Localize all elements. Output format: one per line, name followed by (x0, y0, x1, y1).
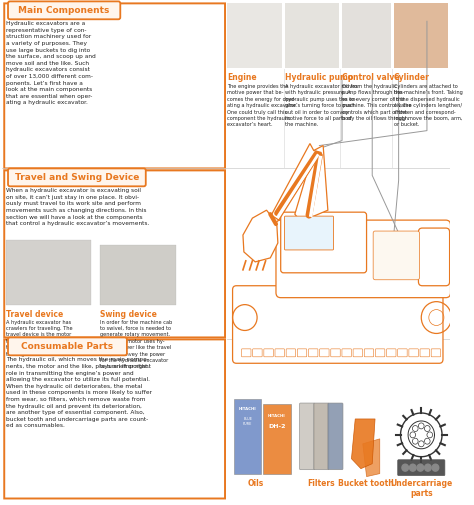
Circle shape (424, 426, 430, 431)
Circle shape (410, 464, 416, 471)
FancyBboxPatch shape (276, 220, 450, 297)
Text: A hydraulic excavator moves
with hydraulic pressure. A
hydraulic pump uses the e: A hydraulic excavator moves with hydraul… (285, 84, 358, 127)
FancyBboxPatch shape (285, 4, 339, 68)
FancyBboxPatch shape (8, 2, 120, 19)
FancyBboxPatch shape (4, 4, 225, 168)
Text: In order for the machine cab
to swivel, force is needed to
generate rotary movem: In order for the machine cab to swivel, … (100, 320, 173, 369)
FancyBboxPatch shape (233, 286, 443, 363)
Text: When a hydraulic excavator is excavating soil
on site, it can’t just stay in one: When a hydraulic excavator is excavating… (6, 188, 149, 226)
Text: Engine: Engine (227, 73, 256, 82)
Circle shape (412, 426, 418, 431)
FancyBboxPatch shape (420, 349, 429, 357)
Text: DH-2: DH-2 (268, 424, 286, 429)
FancyBboxPatch shape (286, 349, 296, 357)
Text: Travel and Swing Device: Travel and Swing Device (15, 173, 139, 182)
FancyBboxPatch shape (100, 245, 176, 305)
FancyBboxPatch shape (342, 4, 391, 68)
FancyBboxPatch shape (8, 168, 146, 186)
Circle shape (419, 441, 424, 447)
FancyBboxPatch shape (8, 337, 127, 356)
Text: Cylinder: Cylinder (394, 73, 430, 82)
Text: Bucket tooth: Bucket tooth (338, 479, 393, 488)
Text: Swing device: Swing device (100, 310, 157, 319)
FancyBboxPatch shape (387, 349, 396, 357)
Circle shape (432, 464, 439, 471)
Text: Filters: Filters (308, 479, 335, 488)
FancyBboxPatch shape (419, 228, 449, 286)
Text: Hydraulic pump: Hydraulic pump (285, 73, 354, 82)
Text: Hydraulic excavators are a
representative type of con-
struction machinery used : Hydraulic excavators are a representativ… (6, 21, 96, 106)
FancyBboxPatch shape (4, 170, 225, 337)
Polygon shape (295, 145, 328, 220)
Polygon shape (243, 210, 278, 262)
Text: The engine provides the
motive power that be-
comes the energy for oper-
ating a: The engine provides the motive power tha… (227, 84, 297, 127)
Circle shape (419, 423, 424, 429)
FancyBboxPatch shape (264, 349, 273, 357)
FancyBboxPatch shape (4, 339, 225, 498)
Circle shape (417, 464, 424, 471)
Text: Oils: Oils (248, 479, 264, 488)
Polygon shape (271, 143, 321, 220)
FancyBboxPatch shape (242, 349, 251, 357)
Circle shape (425, 464, 431, 471)
FancyBboxPatch shape (227, 4, 282, 68)
FancyBboxPatch shape (353, 349, 363, 357)
Text: Control valve: Control valve (342, 73, 400, 82)
FancyBboxPatch shape (275, 349, 284, 357)
Polygon shape (351, 419, 375, 469)
FancyBboxPatch shape (253, 349, 262, 357)
Text: Main Components: Main Components (18, 6, 110, 15)
FancyBboxPatch shape (284, 216, 334, 250)
FancyBboxPatch shape (375, 349, 385, 357)
Circle shape (427, 432, 433, 438)
FancyBboxPatch shape (342, 349, 351, 357)
Text: Oil from the hydraulic
pump flows through hos-
es to every corner of the
machine: Oil from the hydraulic pump flows throug… (342, 84, 411, 121)
FancyBboxPatch shape (331, 349, 340, 357)
FancyBboxPatch shape (328, 403, 343, 470)
FancyBboxPatch shape (398, 349, 407, 357)
FancyBboxPatch shape (373, 231, 419, 280)
FancyBboxPatch shape (309, 349, 318, 357)
FancyBboxPatch shape (364, 349, 374, 357)
FancyBboxPatch shape (281, 212, 366, 273)
FancyBboxPatch shape (235, 399, 261, 474)
FancyBboxPatch shape (263, 404, 291, 474)
FancyBboxPatch shape (300, 403, 315, 470)
FancyBboxPatch shape (431, 349, 441, 357)
Text: BLUE
PURE: BLUE PURE (243, 417, 252, 426)
Text: Travel device: Travel device (6, 310, 64, 319)
FancyBboxPatch shape (314, 403, 329, 470)
Text: HITACHI: HITACHI (239, 407, 256, 411)
FancyBboxPatch shape (409, 349, 419, 357)
FancyBboxPatch shape (6, 240, 91, 305)
Circle shape (402, 464, 409, 471)
Text: Cylinders are attached to
the machine’s front. Taking
in the dispersed hydraulic: Cylinders are attached to the machine’s … (394, 84, 463, 127)
Text: Consumable Parts: Consumable Parts (21, 342, 113, 351)
Text: A hydraulic excavator has
crawlers for traveling. The
travel device is the motor: A hydraulic excavator has crawlers for t… (6, 320, 73, 357)
Polygon shape (363, 439, 380, 477)
FancyBboxPatch shape (394, 4, 448, 68)
Text: The hydraulic oil, which moves the main compo-
nents, the motor and the like, pl: The hydraulic oil, which moves the main … (6, 358, 152, 428)
Text: Undercarriage
parts: Undercarriage parts (390, 479, 452, 498)
Circle shape (412, 438, 418, 444)
Text: HITACHI: HITACHI (268, 414, 286, 418)
FancyBboxPatch shape (297, 349, 307, 357)
FancyBboxPatch shape (319, 349, 329, 357)
Circle shape (410, 432, 416, 438)
Circle shape (424, 438, 430, 444)
FancyBboxPatch shape (398, 460, 445, 476)
